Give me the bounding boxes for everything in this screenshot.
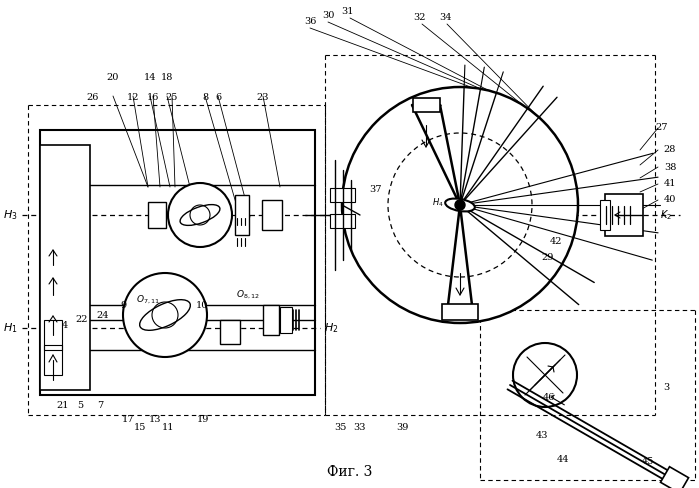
Text: 25: 25 [166,94,178,102]
Text: 42: 42 [549,238,562,246]
Bar [442,304,478,320]
Text: $K_1$: $K_1$ [447,197,457,209]
Text: 39: 39 [396,424,408,432]
Text: 6: 6 [215,94,221,102]
Text: 7: 7 [97,401,103,409]
Text: 11: 11 [161,423,174,431]
Text: 12: 12 [127,94,139,102]
Text: 44: 44 [556,455,569,465]
Bar [600,200,610,230]
Ellipse shape [445,199,475,211]
Bar [40,130,315,395]
Bar [235,195,249,235]
Bar [40,145,90,390]
Text: 46: 46 [543,393,555,403]
Text: 15: 15 [134,423,146,431]
Circle shape [123,273,207,357]
Bar [148,202,166,228]
Text: 18: 18 [161,74,173,82]
Text: 45: 45 [642,458,654,467]
Circle shape [455,200,465,210]
Text: 21: 21 [57,401,69,409]
Bar [44,320,62,350]
Text: 22: 22 [75,316,88,325]
Text: 27: 27 [656,123,668,133]
Circle shape [513,343,577,407]
Text: 8: 8 [202,94,208,102]
Text: 5: 5 [77,401,83,409]
Text: $K_2$: $K_2$ [660,208,672,222]
Circle shape [168,183,232,247]
Text: 31: 31 [342,7,354,17]
Bar [330,188,355,202]
Text: 33: 33 [354,424,366,432]
Text: 4: 4 [62,321,68,329]
Text: 23: 23 [257,94,269,102]
Text: 28: 28 [664,145,676,155]
Text: $H_1$: $H_1$ [3,321,18,335]
Text: Фиг. 3: Фиг. 3 [327,465,373,479]
Text: $O_{7,11}$: $O_{7,11}$ [136,294,160,306]
Bar [605,194,643,236]
Text: 10: 10 [196,301,208,309]
Text: 41: 41 [664,180,676,188]
Text: 36: 36 [304,18,316,26]
Bar [44,345,62,375]
Text: 26: 26 [87,94,99,102]
Text: 9: 9 [120,301,126,309]
Text: 3: 3 [663,384,669,392]
Text: 16: 16 [147,94,159,102]
Bar [413,98,440,112]
Text: 30: 30 [322,11,334,20]
Text: 40: 40 [664,196,676,204]
Text: $H_2$: $H_2$ [324,321,338,335]
Text: 34: 34 [439,14,452,22]
Text: $H_4$: $H_4$ [432,197,444,209]
Bar [661,467,689,488]
Text: $O_{8,12}$: $O_{8,12}$ [236,289,260,301]
Text: 20: 20 [107,74,120,82]
Bar [263,305,279,335]
Bar [280,307,292,333]
Circle shape [342,87,578,323]
Bar [220,320,240,344]
Text: 43: 43 [535,430,548,440]
Text: 38: 38 [664,163,676,171]
Text: 32: 32 [414,14,426,22]
Bar [330,214,355,228]
Text: 17: 17 [122,415,134,425]
Text: 37: 37 [369,185,381,195]
Text: 24: 24 [96,310,109,320]
Text: 35: 35 [334,424,346,432]
Text: 14: 14 [144,74,157,82]
Text: 29: 29 [542,253,554,263]
Bar [262,200,282,230]
Text: 13: 13 [149,415,161,425]
Text: $H_3$: $H_3$ [3,208,18,222]
Text: 19: 19 [197,415,209,425]
